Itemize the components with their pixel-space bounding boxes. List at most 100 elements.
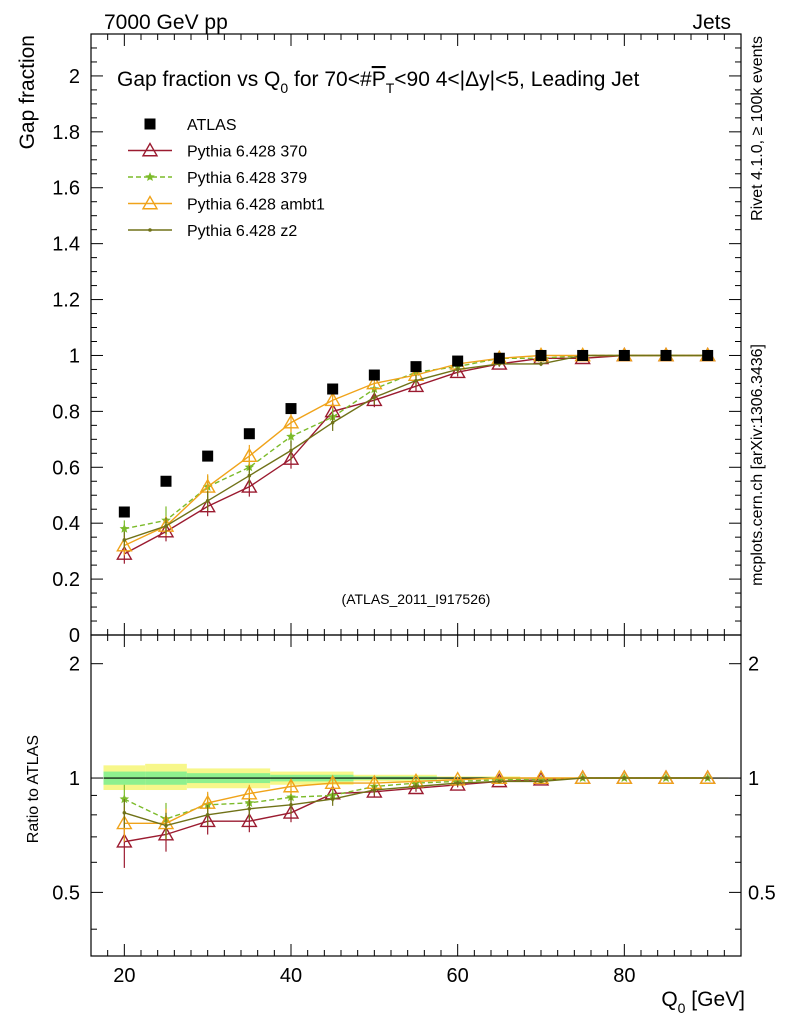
legend-entry-z2: Pythia 6.428 z2 — [128, 223, 297, 240]
ratio-frame — [90, 634, 742, 957]
legend-label-data: ATLAS — [187, 117, 237, 134]
main-point-data — [702, 349, 714, 361]
ratio-series-z2 — [122, 776, 710, 840]
legend-entry-p370: Pythia 6.428 370 — [128, 142, 307, 161]
ratio-point-ambt1 — [574, 769, 591, 784]
main-y-tick-label: 1.8 — [52, 122, 80, 144]
ratio-point-z2 — [372, 788, 377, 792]
ratio-point-ambt1 — [699, 769, 716, 784]
legend-marker-z2 — [148, 228, 152, 232]
ratio-point-z2 — [664, 776, 668, 780]
rivet-version-label: Rivet 4.1.0, ≥ 100k events — [749, 36, 766, 221]
main-y-tick-label: 0.2 — [52, 569, 80, 591]
ratio-y-tick-label-right: 2 — [748, 654, 759, 676]
main-point-p379 — [286, 431, 296, 441]
main-y-tick-label: 0.6 — [52, 457, 80, 479]
main-point-z2 — [289, 448, 293, 453]
process-label: Jets — [692, 11, 731, 34]
ratio-point-ambt1 — [282, 778, 300, 793]
main-point-p370 — [116, 545, 133, 560]
main-series-data — [118, 349, 714, 518]
legend-entry-p379: Pythia 6.428 379 — [128, 170, 307, 187]
ratio-point-z2 — [122, 810, 127, 815]
ratio-point-z2 — [622, 776, 627, 780]
legend-marker-p379 — [145, 172, 155, 181]
ratio-point-ambt1 — [324, 774, 341, 790]
title-prefix: Gap fraction vs Q — [117, 68, 280, 91]
main-point-p370 — [282, 450, 300, 465]
main-point-p370 — [449, 363, 466, 379]
ratio-y-tick-label-left: 0.5 — [52, 882, 80, 904]
ratio-panel: 0.5 0.5 1 1 2 2 20 40 60 80 — [52, 634, 776, 987]
ratio-point-p370 — [157, 826, 175, 841]
main-point-ambt1 — [324, 391, 341, 407]
main-y-tick-label: 0.4 — [52, 513, 80, 535]
main-point-z2 — [122, 538, 127, 542]
main-point-z2 — [164, 524, 168, 528]
main-title: Gap fraction vs Q0 for 70<#PT<90 4<|Δy|<… — [117, 68, 639, 96]
main-point-p379 — [119, 523, 130, 533]
main-point-data — [535, 349, 547, 361]
main-point-z2 — [539, 362, 543, 366]
title-suffix: <90 4<|Δy|<5, Leading Jet — [394, 68, 639, 91]
ratio-point-z2 — [539, 779, 543, 784]
main-point-data — [202, 450, 214, 462]
ratio-point-z2 — [497, 779, 502, 784]
x-axis-title: Q0 [GeV] — [661, 988, 745, 1016]
main-point-z2 — [330, 420, 335, 425]
main-point-z2 — [372, 395, 377, 400]
ratio-point-p379 — [119, 794, 130, 804]
ratio-y-tick-label-right: 0.5 — [748, 882, 776, 904]
x-axis-title-subscript: 0 — [678, 1000, 686, 1016]
ratio-point-z2 — [414, 784, 418, 789]
legend-label-p379: Pythia 6.428 379 — [187, 170, 307, 187]
x-tick-label: 20 — [113, 965, 135, 987]
ratio-point-z2 — [205, 813, 210, 817]
ratio-point-z2 — [580, 776, 585, 780]
legend-marker-data — [144, 118, 156, 130]
main-y-tick-label: 1.4 — [52, 234, 80, 256]
main-point-data — [410, 361, 422, 373]
main-point-data — [285, 403, 297, 415]
legend: ATLAS Pythia 6.428 370 Pythia 6.428 379 Pyt… — [128, 117, 325, 240]
main-y-tick-label: 2 — [69, 66, 80, 88]
title-overline-symbol: P — [372, 68, 386, 91]
ratio-y-tick-label-left: 1 — [69, 768, 80, 790]
x-axis-title-prefix: Q — [661, 988, 677, 1011]
title-mid: for 70<# — [288, 68, 372, 91]
ratio-point-z2 — [705, 776, 710, 780]
ratio-point-z2 — [289, 803, 293, 807]
ratio-point-z2 — [247, 806, 252, 811]
legend-marker-ambt1 — [141, 195, 159, 210]
main-point-data — [327, 383, 339, 395]
x-tick-label: 80 — [613, 965, 635, 987]
main-point-ambt1 — [366, 375, 383, 390]
main-point-data — [493, 352, 505, 364]
main-point-data — [452, 355, 464, 367]
main-point-p370 — [241, 478, 258, 493]
x-tick-label: 60 — [447, 965, 469, 987]
main-point-data — [577, 349, 589, 361]
ratio-point-p370 — [282, 804, 300, 819]
main-point-data — [368, 369, 380, 381]
main-point-ambt1 — [241, 447, 258, 463]
main-point-ambt1 — [116, 537, 133, 552]
ratio-point-ambt1 — [116, 814, 133, 830]
main-point-z2 — [455, 367, 460, 372]
ratio-y-tick-label-left: 2 — [69, 654, 80, 676]
legend-entry-ambt1: Pythia 6.428 ambt1 — [128, 195, 325, 214]
ratio-point-p370 — [241, 812, 258, 828]
main-point-p370 — [407, 377, 425, 393]
main-point-ambt1 — [282, 414, 300, 429]
legend-label-z2: Pythia 6.428 z2 — [187, 223, 297, 240]
main-y-tick-label: 1 — [69, 345, 80, 367]
analysis-watermark: (ATLAS_2011_I917526) — [342, 591, 491, 607]
main-point-z2 — [414, 378, 418, 383]
main-point-data — [243, 428, 255, 440]
main-y-tick-label: 1.6 — [52, 178, 80, 200]
ratio-point-z2 — [455, 781, 460, 785]
source-label: mcplots.cern.ch [arXiv:1306.3436] — [749, 344, 766, 586]
legend-marker-p370 — [141, 142, 159, 157]
title-subscript: 0 — [280, 80, 288, 96]
legend-entry-data: ATLAS — [144, 117, 237, 134]
